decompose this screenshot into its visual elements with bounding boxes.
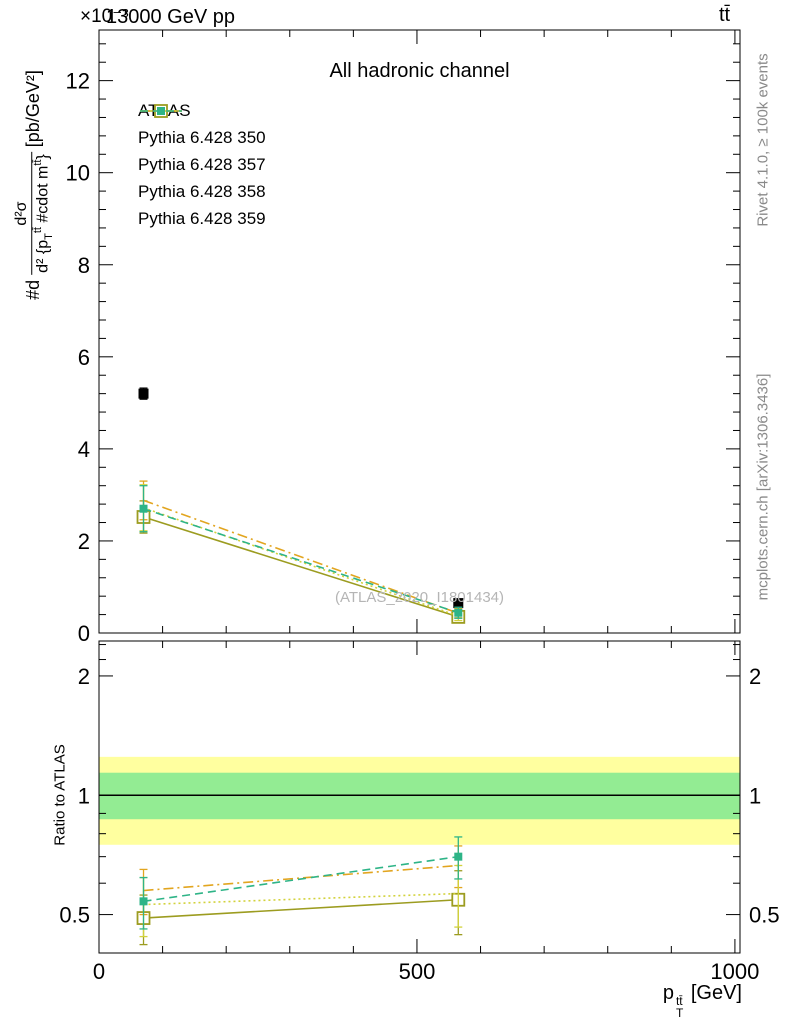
svg-text:0.5: 0.5: [749, 903, 780, 928]
y-label-denominator: d² {pTtt̄ #cdot mtt̄}: [32, 154, 55, 273]
y-label-units: [pb/GeV²]: [23, 70, 44, 148]
svg-text:0.5: 0.5: [59, 903, 90, 928]
legend-item: Pythia 6.428 350: [138, 104, 266, 147]
svg-text:1000: 1000: [710, 959, 759, 984]
y-axis-multiplier: ×10⁻³: [80, 6, 129, 27]
svg-text:2: 2: [78, 664, 90, 689]
legend-item: Pythia 6.428 358: [138, 110, 266, 201]
svg-text:10: 10: [66, 161, 90, 186]
x-label-unit: [GeV]: [685, 982, 742, 1004]
series-ratio-pythia-6-428-350: [136, 870, 466, 946]
svg-text:500: 500: [399, 959, 436, 984]
plot-title: All hadronic channel: [329, 60, 510, 82]
legend-label: Pythia 6.428 359: [138, 209, 266, 228]
beam-energy-title: 13000 GeV pp: [106, 6, 235, 28]
series-ratio-pythia-6-428-358: [139, 864, 463, 938]
series-main-pythia-6-428-359: [139, 485, 463, 619]
svg-text:0: 0: [78, 621, 90, 646]
axis-ticks: [98, 30, 740, 954]
x-label-base: p: [662, 982, 674, 1004]
legend-label: Pythia 6.428 358: [138, 182, 266, 201]
legend-item: Pythia 6.428 359: [138, 107, 266, 228]
svg-text:1: 1: [749, 783, 761, 808]
x-label-supsub: tt̄ T: [675, 994, 684, 1020]
svg-text:1: 1: [78, 783, 90, 808]
process-title: tt̄: [719, 4, 731, 26]
svg-text:2: 2: [78, 529, 90, 554]
x-axis-label: p tt̄ T [GeV]: [663, 982, 742, 1019]
analysis-watermark: (ATLAS_2020_I1801434): [334, 589, 504, 606]
y-label-fraction: d²σ d² {pTtt̄ #cdot mtt̄}: [13, 152, 55, 275]
svg-text:0: 0: [93, 959, 105, 984]
series-ratio-pythia-6-428-357: [139, 845, 463, 916]
series-ratio-pythia-6-428-359: [139, 836, 463, 930]
series-main-atlas: [138, 387, 464, 609]
svg-text:8: 8: [78, 253, 90, 278]
ratio-bands: [99, 756, 740, 845]
y-axis-label: #d d²σ d² {pTtt̄ #cdot mtt̄} [pb/GeV²]: [13, 70, 55, 300]
svg-text:2: 2: [749, 664, 761, 689]
y-label-prefix: #d: [23, 279, 44, 300]
legend-item: Pythia 6.428 357: [138, 110, 266, 174]
ratio-panel-frame: [98, 640, 741, 954]
rivet-version-note: Rivet 4.1.0, ≥ 100k events: [754, 53, 772, 227]
svg-text:6: 6: [78, 345, 90, 370]
y-label-numerator: d²σ: [13, 152, 33, 275]
legend-label: Pythia 6.428 357: [138, 155, 266, 174]
legend-label: Pythia 6.428 350: [138, 128, 266, 147]
main-panel-frame: [98, 29, 741, 634]
svg-text:4: 4: [78, 437, 90, 462]
ratio-y-axis-label: Ratio to ATLAS: [51, 744, 69, 846]
legend-sample: [140, 107, 182, 115]
svg-text:12: 12: [66, 69, 90, 94]
mcplots-credit-note: mcplots.cern.ch [arXiv:1306.3436]: [754, 373, 772, 601]
